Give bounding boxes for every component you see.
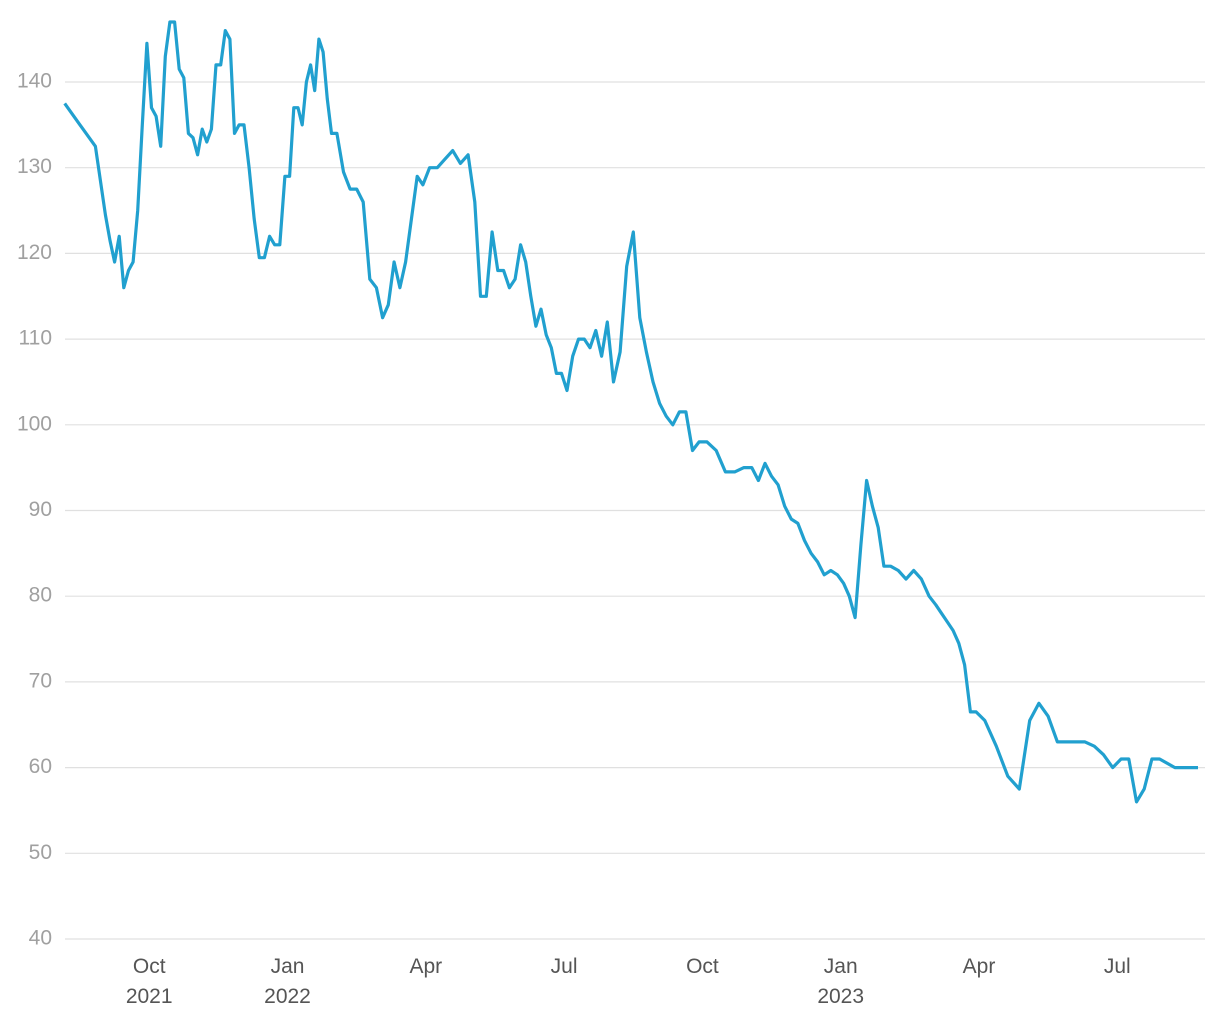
y-tick-label: 50 (29, 841, 52, 864)
y-tick-label: 90 (29, 498, 52, 521)
x-tick-label: Apr (409, 955, 442, 978)
x-tick-label: Jan 2022 (264, 955, 311, 1008)
x-tick-label: Oct (686, 955, 719, 978)
y-tick-label: 110 (19, 327, 52, 350)
x-tick-label: Jul (1104, 955, 1131, 978)
x-tick-label: Jul (551, 955, 578, 978)
y-tick-label: 120 (17, 241, 52, 264)
y-tick-label: 130 (17, 155, 52, 178)
x-tick-label: Oct 2021 (126, 955, 173, 1008)
y-tick-label: 80 (29, 584, 52, 607)
data-line (63, 20, 1198, 804)
x-tick-label: Jan 2023 (817, 955, 864, 1008)
y-tick-label: 100 (17, 412, 52, 435)
y-tick-label: 140 (17, 70, 52, 93)
y-tick-label: 70 (29, 669, 52, 692)
x-tick-label: Apr (963, 955, 996, 978)
y-tick-label: 60 (29, 755, 52, 778)
y-tick-label: 40 (29, 927, 52, 950)
